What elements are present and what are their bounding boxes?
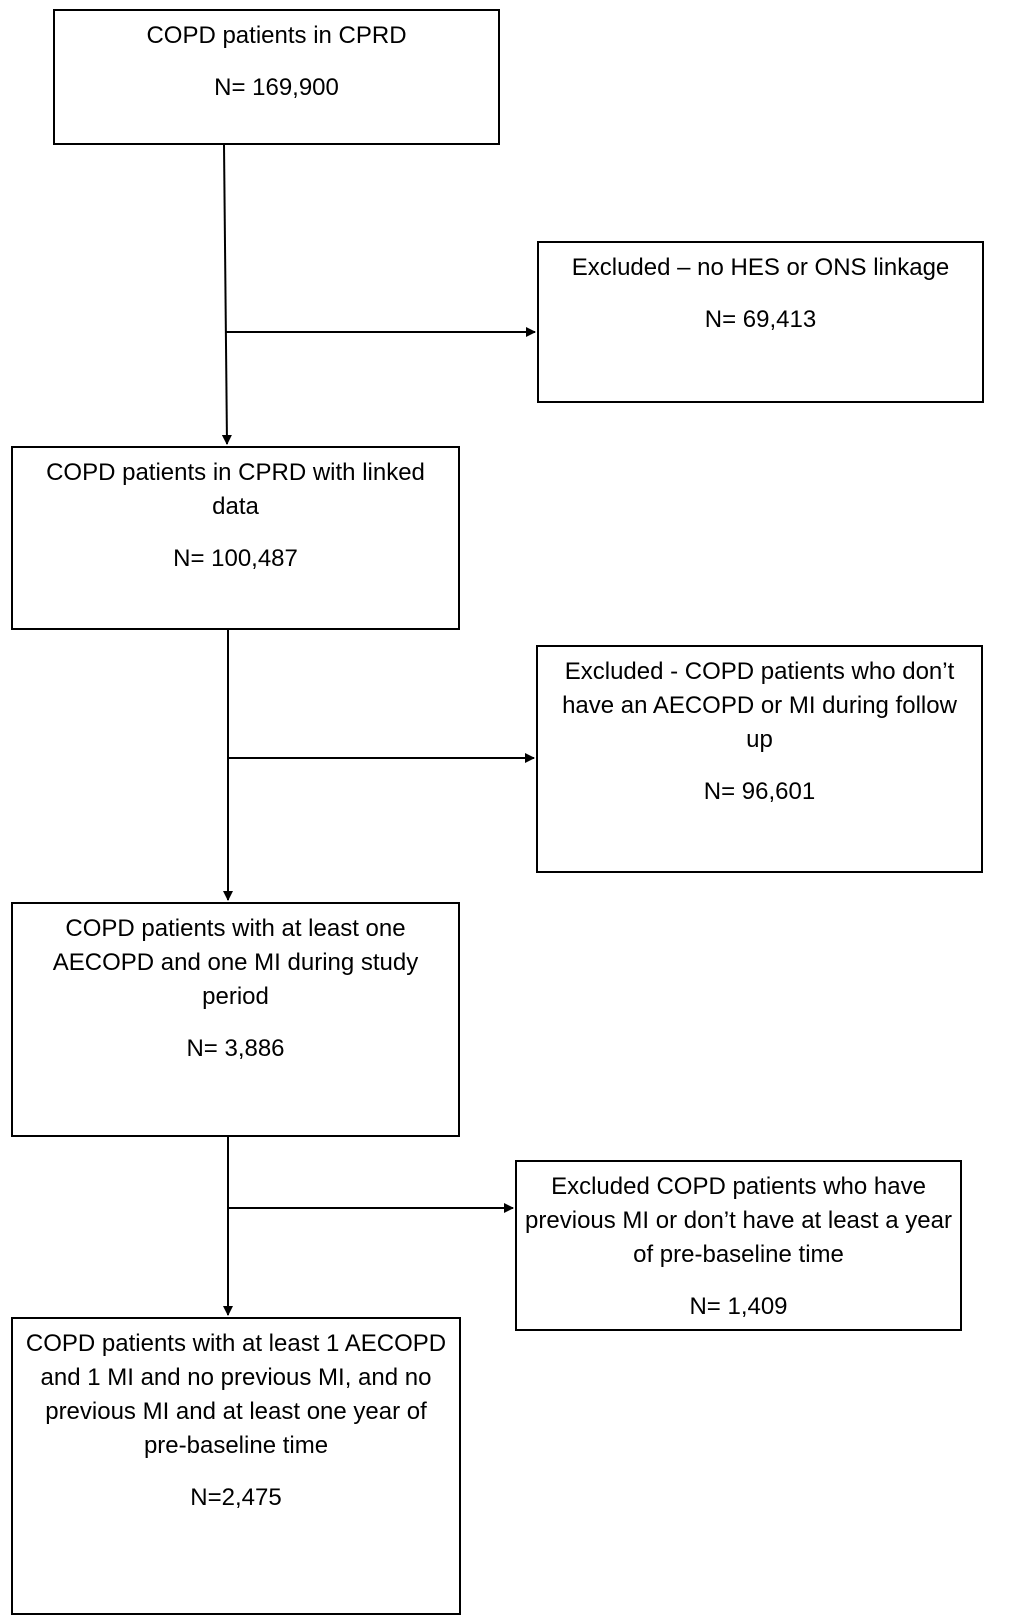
box-excluded-no-aecopd-or-mi: Excluded - COPD patients who don’t have … xyxy=(536,645,983,873)
box-copd-patients-with-aecopd-and-mi: COPD patients with at least one AECOPD a… xyxy=(11,902,460,1137)
box-count: N= 1,409 xyxy=(689,1293,788,1320)
box-label: Excluded – no HES or ONS linkage xyxy=(571,254,950,281)
box-label: COPD patients in CPRD with linked data xyxy=(46,459,425,520)
box-label: Excluded COPD patients who have previous… xyxy=(525,1173,952,1268)
box-final-cohort: COPD patients with at least 1 AECOPD and… xyxy=(11,1317,461,1615)
box-count: N=2,475 xyxy=(190,1484,282,1511)
box-label: COPD patients with at least 1 AECOPD and… xyxy=(25,1330,447,1459)
box-count: N= 169,900 xyxy=(214,74,339,101)
box-excluded-previous-mi: Excluded COPD patients who have previous… xyxy=(515,1160,962,1331)
box-count: N= 69,413 xyxy=(704,306,817,333)
box-count: N= 3,886 xyxy=(186,1035,285,1062)
arrow-cprd-to-linked xyxy=(221,144,232,445)
box-label: COPD patients with at least one AECOPD a… xyxy=(52,915,419,1010)
box-copd-patients-with-linked-data: COPD patients in CPRD with linked data N… xyxy=(11,446,460,630)
box-copd-patients-in-cprd: COPD patients in CPRD N= 169,900 xyxy=(53,9,500,145)
box-label: COPD patients in CPRD xyxy=(146,22,407,49)
box-count: N= 100,487 xyxy=(173,545,298,572)
box-count: N= 96,601 xyxy=(703,778,816,805)
box-excluded-no-linkage: Excluded – no HES or ONS linkage N= 69,4… xyxy=(537,241,984,403)
box-label: Excluded - COPD patients who don’t have … xyxy=(562,658,957,753)
